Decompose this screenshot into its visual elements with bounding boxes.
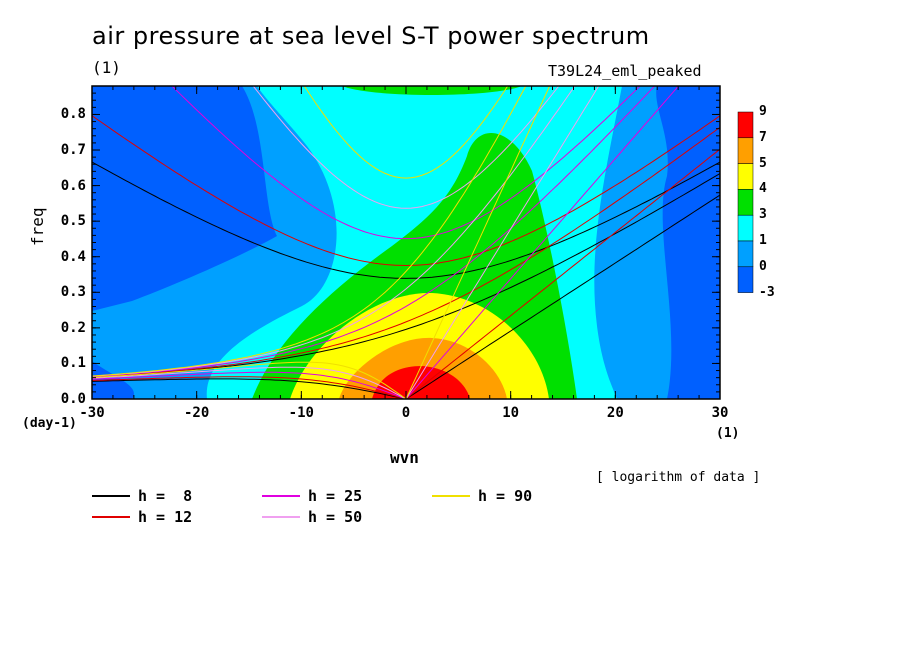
legend-label: h = 12	[138, 508, 193, 526]
kelvin-curve-h90	[405, 86, 551, 399]
mrg-curve-h25	[92, 86, 656, 378]
x-tick-label: 10	[502, 405, 520, 421]
y-tick-label: 0.7	[60, 142, 86, 159]
y-tick-label: 0.6	[60, 177, 86, 194]
ig-curve-h12	[92, 115, 720, 267]
colorbar-label: 0	[759, 258, 767, 274]
x-tick-label: 30	[711, 405, 729, 421]
colorbar-swatch	[737, 163, 754, 190]
y-tick-label: 0.3	[60, 284, 86, 301]
legend-label: h = 50	[308, 508, 363, 526]
kelvin-curve-h8	[405, 194, 720, 399]
rossby-curve-h12	[92, 376, 407, 399]
y-tick-label: 0.0	[60, 391, 86, 407]
mrg-curve-h50	[92, 86, 576, 377]
kelvin-curve-h25	[405, 86, 680, 399]
legend-swatch	[92, 495, 130, 497]
y-tick-label: 0.1	[60, 355, 86, 372]
colorbar-swatch	[737, 137, 754, 164]
region-darkblue-right	[656, 86, 720, 399]
y-tick-label: 0.4	[60, 248, 86, 265]
contour-fill	[92, 86, 720, 399]
mrg-curve-h90	[92, 86, 527, 377]
colorbar-swatch	[737, 214, 754, 242]
kelvin-curve-h12	[405, 148, 720, 399]
rossby-curve-h25	[92, 371, 407, 399]
region-green-top	[342, 86, 522, 95]
rossby-curve-h50	[92, 366, 407, 399]
x-axis-label: wvn	[390, 448, 419, 467]
legend-swatch	[92, 516, 130, 518]
rossby-curve-h8	[92, 378, 407, 399]
x-tick-label: -10	[288, 405, 314, 421]
x-tick-label: 0	[401, 405, 411, 421]
ig-curve-h90	[303, 86, 509, 179]
colorbar-swatch	[737, 111, 754, 139]
colorbar-label: -3	[759, 284, 775, 300]
ig-curve-h50	[252, 86, 560, 209]
title-unit: (1)	[92, 58, 121, 77]
legend-label: h = 90	[478, 487, 533, 505]
colorbar-swatch	[737, 240, 754, 268]
log-note: [ logarithm of data ]	[596, 470, 761, 485]
colorbar-label: 7	[759, 129, 767, 145]
x-tick-label: 20	[606, 405, 624, 421]
x-tick-label: -20	[184, 405, 210, 421]
y-axis-unit: (day-1)	[22, 416, 77, 431]
ig-curve-h25	[171, 86, 641, 240]
colorbar-label: 1	[759, 233, 767, 248]
colorbar-swatch	[737, 189, 754, 216]
colorbar-label: 4	[759, 181, 767, 197]
x-axis-unit: (1)	[716, 426, 740, 441]
y-tick-label: 0.5	[60, 213, 86, 230]
legend-swatch	[262, 495, 300, 497]
legend-swatch	[262, 516, 300, 518]
y-tick-label: 0.8	[60, 106, 86, 123]
x-tick-label: -30	[79, 405, 105, 421]
rossby-curve-h90	[92, 361, 407, 399]
colorbar-label: 3	[759, 207, 767, 223]
legend-label: h = 25	[308, 487, 363, 505]
colorbar-swatch	[737, 266, 754, 293]
y-axis-label: freq	[28, 207, 47, 246]
legend-swatch	[432, 495, 470, 497]
ig-curve-h8	[92, 161, 720, 279]
colorbar-label: 5	[759, 155, 767, 171]
y-tick-label: 0.2	[60, 319, 86, 336]
kelvin-curve-h50	[405, 86, 600, 399]
colorbar-label: 9	[759, 104, 767, 119]
chart-title: air pressure at sea level S-T power spec…	[92, 22, 650, 50]
mrg-curve-h12	[92, 126, 720, 378]
experiment-label: T39L24_eml_peaked	[548, 62, 702, 80]
legend-label: h = 8	[138, 487, 193, 505]
